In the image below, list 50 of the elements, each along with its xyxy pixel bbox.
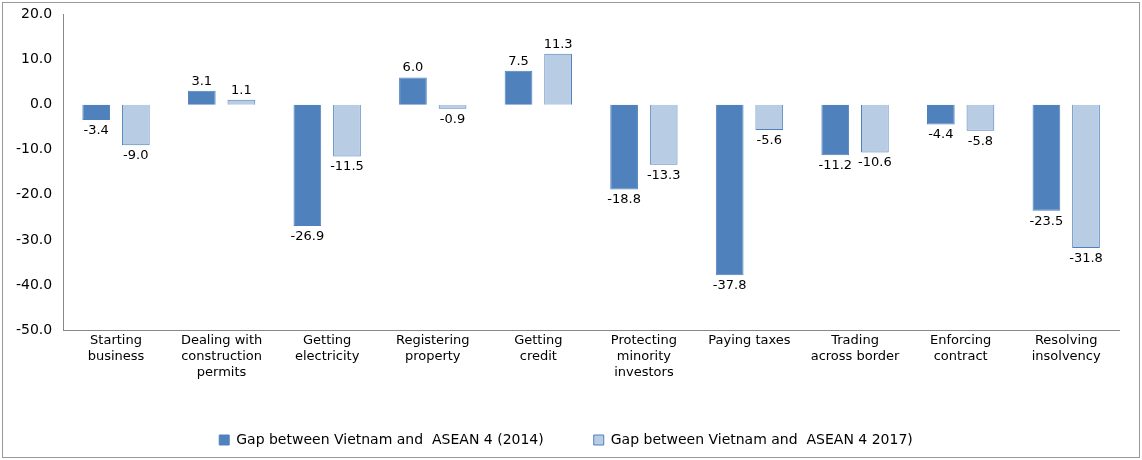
y-tick-label: -20.0: [15, 185, 53, 202]
x-tick-label: Getting credit: [514, 332, 563, 363]
bar: [293, 104, 322, 226]
data-label: -37.8: [712, 277, 747, 293]
data-label: 3.1: [191, 72, 213, 88]
data-label: -11.2: [818, 157, 853, 173]
data-label: -13.3: [646, 166, 681, 182]
bar: [715, 104, 744, 276]
data-label: -3.4: [83, 121, 109, 137]
x-tick-label: Trading across border: [810, 332, 901, 363]
bar: [821, 104, 850, 156]
legend-label: Gap between Vietnam and ASEAN 4 (2014): [236, 430, 544, 447]
data-label: -18.8: [607, 191, 641, 207]
y-tick-label: -10.0: [15, 140, 53, 157]
data-label: -10.6: [858, 154, 892, 170]
data-label: -5.8: [967, 132, 994, 148]
bar: [399, 77, 427, 105]
y-tick-label: 20.0: [21, 5, 53, 22]
data-label: -0.9: [439, 110, 466, 126]
x-tick-label: Enforcing contract: [929, 332, 992, 363]
data-label: -5.6: [756, 131, 782, 147]
data-label: 7.5: [508, 52, 529, 68]
x-tick-label: Resolving insolvency: [1031, 332, 1101, 363]
data-label: -9.0: [123, 147, 149, 163]
legend-label: Gap between Vietnam and ASEAN 4 2017): [610, 430, 913, 447]
data-label: 11.3: [543, 35, 573, 51]
data-label: 1.1: [231, 81, 252, 97]
x-tick-label: Registering property: [395, 332, 470, 363]
x-tick-label: Starting business: [87, 332, 145, 363]
y-tick-label: -30.0: [15, 230, 53, 247]
bar: [610, 104, 638, 190]
bar: [82, 104, 111, 120]
bar: [1032, 104, 1061, 211]
y-tick-label: -40.0: [15, 275, 53, 292]
data-label: -31.8: [1069, 249, 1103, 265]
data-label: -26.9: [290, 227, 325, 243]
bar: [187, 90, 216, 105]
data-label: -4.4: [928, 126, 954, 142]
data-label: -23.5: [1029, 212, 1064, 228]
y-tick-label: 10.0: [21, 50, 53, 67]
x-tick-label: Protecting minority investors: [610, 332, 677, 379]
data-label: 6.0: [402, 59, 424, 75]
x-tick-label: Getting electricity: [294, 332, 360, 363]
bar: [926, 104, 955, 125]
y-tick-label: -50.0: [15, 320, 53, 337]
x-tick-label: Paying taxes: [708, 332, 791, 348]
bar: [504, 70, 533, 105]
y-tick-label: 0.0: [29, 95, 53, 112]
x-tick-label: Dealing with construction permits: [180, 332, 263, 379]
data-label: -11.5: [330, 158, 364, 174]
